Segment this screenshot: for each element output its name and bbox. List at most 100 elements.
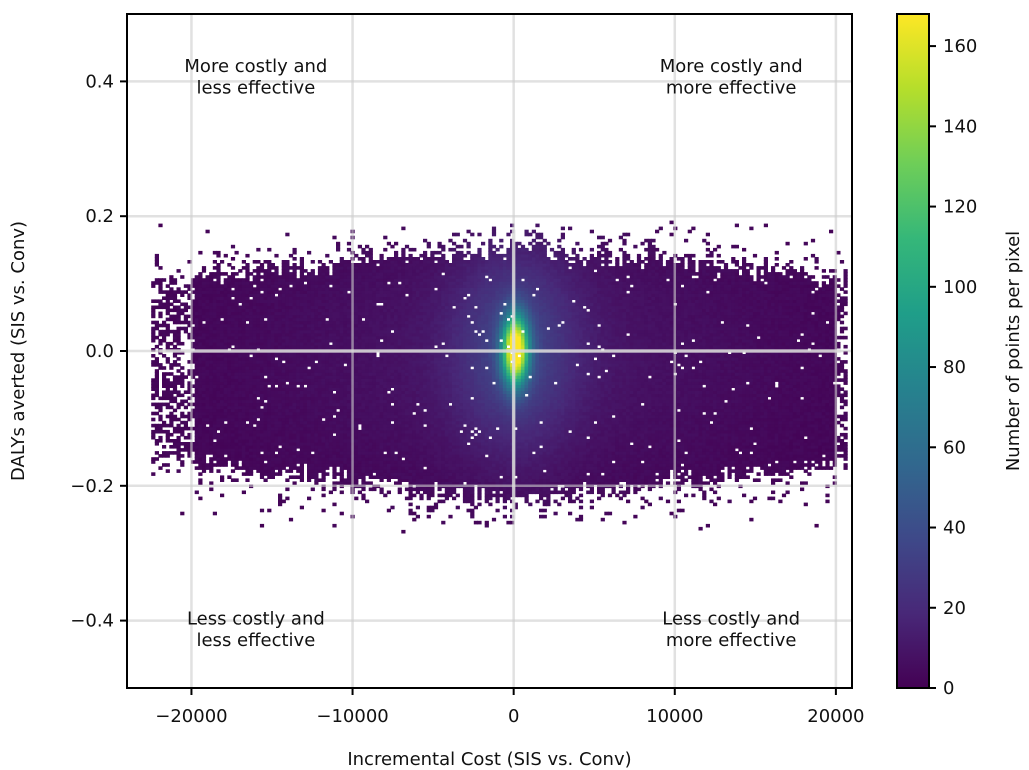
heatmap-cell (223, 281, 228, 285)
heatmap-cell (426, 475, 431, 479)
heatmap-cell (252, 299, 257, 303)
heatmap-cell (194, 435, 199, 440)
heatmap-cell (332, 475, 337, 479)
heatmap-cell (162, 396, 167, 401)
heatmap-cell (223, 344, 228, 349)
heatmap-cell (357, 293, 362, 297)
heatmap-cell (223, 366, 228, 370)
heatmap-cell (209, 405, 214, 410)
heatmap-cell (151, 396, 156, 401)
heatmap-cell (234, 381, 239, 385)
heatmap-cell (205, 414, 210, 419)
heatmap-cell (169, 414, 174, 419)
heatmap-cell (245, 263, 250, 267)
heatmap-cell (292, 475, 297, 479)
heatmap-cell (209, 363, 214, 367)
heatmap-cell (321, 411, 326, 416)
heatmap-cell (375, 375, 381, 379)
heatmap-cell (408, 293, 413, 297)
heatmap-cell (234, 338, 239, 343)
heatmap-cell (238, 341, 243, 346)
heatmap-cell (274, 311, 279, 316)
heatmap-cell (209, 408, 214, 413)
heatmap-cell (325, 293, 330, 297)
heatmap-cell (426, 420, 431, 425)
heatmap-cell (234, 402, 239, 407)
heatmap-cell (397, 329, 402, 334)
heatmap-cell (346, 393, 352, 398)
heatmap-cell (259, 335, 265, 340)
heatmap-cell (245, 469, 250, 473)
heatmap-cell (357, 311, 362, 316)
heatmap-cell (252, 323, 257, 328)
heatmap-cell (256, 335, 261, 340)
heatmap-cell (194, 445, 199, 449)
heatmap-cell (205, 405, 210, 410)
heatmap-cell (404, 420, 410, 425)
heatmap-cell (216, 439, 221, 443)
heatmap-cell (194, 451, 199, 455)
heatmap-cell (169, 411, 174, 416)
heatmap-cell (259, 375, 265, 379)
heatmap-cell (270, 344, 275, 349)
heatmap-cell (158, 402, 163, 407)
heatmap-cell (296, 338, 301, 343)
heatmap-cell (259, 508, 265, 513)
heatmap-cell (274, 341, 279, 346)
heatmap-cell (183, 317, 188, 322)
heatmap-cell (212, 320, 217, 325)
heatmap-cell (365, 311, 370, 316)
heatmap-cell (278, 308, 283, 313)
heatmap-cell (339, 411, 344, 416)
heatmap-cell (194, 341, 199, 346)
heatmap-cell (238, 448, 243, 452)
heatmap-cell (220, 344, 225, 349)
heatmap-cell (201, 466, 207, 470)
heatmap-cell (361, 284, 366, 288)
heatmap-cell (252, 326, 257, 331)
heatmap-cell (285, 469, 290, 473)
heatmap-cell (180, 399, 185, 404)
heatmap-cell (238, 426, 243, 431)
heatmap-cell (339, 320, 344, 325)
heatmap-cell (234, 375, 239, 379)
heatmap-cell (354, 266, 359, 270)
heatmap-cell (404, 393, 410, 398)
heatmap-cell (252, 354, 257, 358)
heatmap-cell (281, 341, 286, 346)
heatmap-cell (383, 338, 388, 343)
heatmap-cell (165, 299, 170, 303)
heatmap-cell (263, 278, 268, 282)
heatmap-cell (285, 454, 290, 458)
heatmap-cell (285, 329, 290, 334)
heatmap-cell (332, 417, 337, 422)
heatmap-cell (238, 305, 243, 310)
heatmap-cell (194, 439, 199, 443)
heatmap-cell (205, 296, 210, 300)
heatmap-cell (212, 402, 217, 407)
heatmap-cell (183, 405, 188, 410)
heatmap-cell (172, 445, 178, 449)
heatmap-cell (162, 451, 167, 455)
heatmap-cell (426, 311, 431, 316)
heatmap-cell (230, 402, 236, 407)
heatmap-cell (201, 357, 207, 361)
heatmap-cell (165, 414, 170, 419)
heatmap-cell (394, 393, 399, 398)
heatmap-cell (368, 338, 373, 343)
heatmap-cell (172, 390, 178, 394)
heatmap-cell (404, 338, 410, 343)
heatmap-cell (328, 429, 333, 434)
heatmap-cell (234, 351, 239, 355)
heatmap-cell (201, 399, 207, 404)
heatmap-cell (357, 266, 362, 270)
heatmap-cell (394, 420, 399, 425)
heatmap-cell (292, 457, 297, 461)
heatmap-cell (368, 257, 373, 261)
heatmap-cell (209, 354, 214, 358)
heatmap-cell (209, 487, 214, 492)
heatmap-cell (274, 284, 279, 288)
heatmap-cell (241, 314, 246, 319)
heatmap-cell (325, 411, 330, 416)
heatmap-cell (227, 445, 232, 449)
